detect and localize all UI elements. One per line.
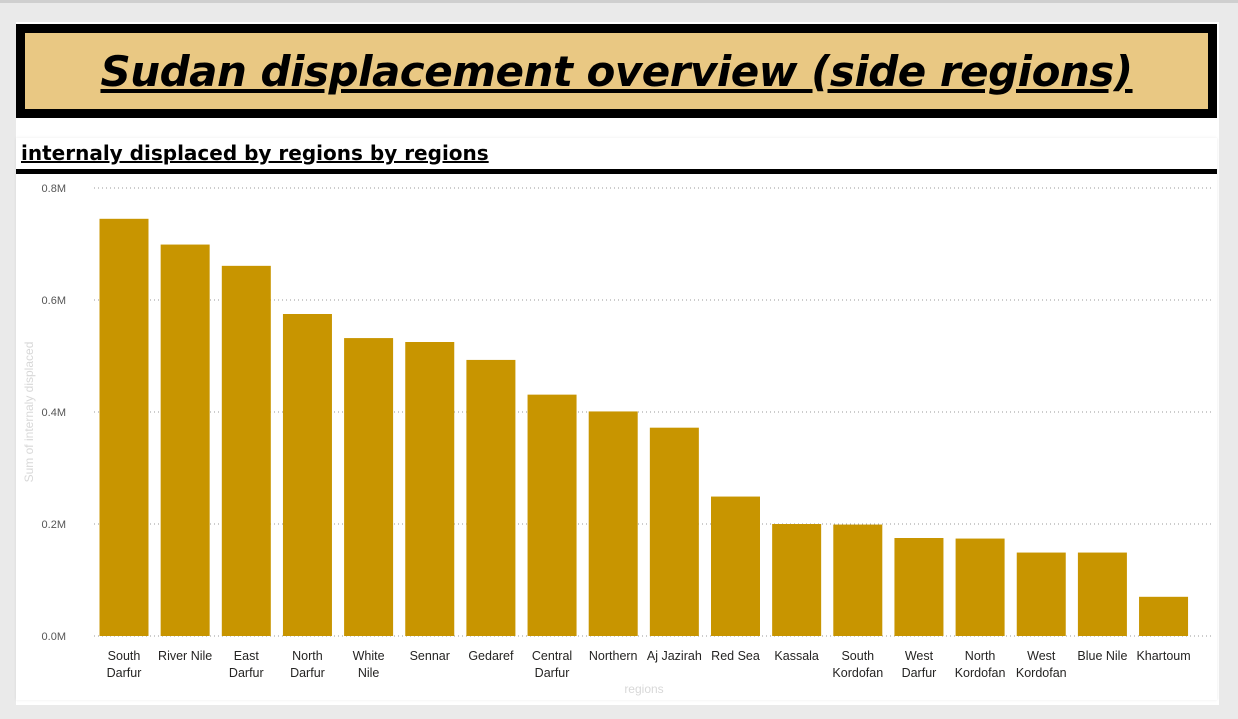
top-border	[0, 0, 1238, 3]
x-tick-label: North Darfur	[290, 649, 325, 680]
report-title: Sudan displacement overview (side region…	[100, 46, 1133, 96]
x-tick-label: South Kordofan	[832, 649, 883, 680]
x-tick-label: Red Sea	[711, 649, 760, 663]
bar[interactable]: Kassala: 200000	[772, 524, 822, 636]
x-tick-label: East Darfur	[229, 649, 264, 680]
bar[interactable]: West Kordofan: 149000	[1016, 552, 1066, 636]
visual-title: internaly displaced by regions by region…	[21, 141, 489, 165]
bar-chart: 0.0M 0.2M 0.4M 0.6M 0.8M Sum of internaly dis…	[22, 183, 1214, 696]
bar[interactable]: Red Sea: 249000	[711, 496, 760, 636]
bar[interactable]: River Nile: 699000	[160, 244, 210, 636]
bar[interactable]: Blue Nile: 149000	[1077, 552, 1127, 636]
x-tick-label: Aj Jazirah	[647, 649, 702, 663]
bar[interactable]: Sennar: 525000	[405, 342, 455, 636]
bar-chart-visual[interactable]: internaly displaced by regions by region…	[16, 138, 1217, 700]
x-tick-label: River Nile	[158, 649, 212, 663]
bar[interactable]: South Darfur: 745000	[99, 218, 149, 637]
x-axis-label: regions	[624, 682, 663, 696]
x-tick-label: Sennar	[410, 649, 450, 663]
y-axis-label: Sum of internaly displaced	[22, 342, 36, 483]
x-tick-label: Blue Nile	[1077, 649, 1127, 663]
y-tick-label: 0.4M	[42, 407, 66, 419]
y-tick-label: 0.6M	[42, 295, 66, 307]
bar[interactable]: Khartoum: 70000	[1139, 596, 1189, 636]
bar[interactable]: West Darfur: 175000	[894, 538, 944, 636]
bar[interactable]: East Darfur: 661000	[221, 265, 271, 636]
bar[interactable]: White Nile: 532000	[344, 338, 394, 636]
bar[interactable]: North Kordofan: 174000	[955, 538, 1005, 636]
x-tick-label: South Darfur	[107, 649, 142, 680]
report-title-box: Sudan displacement overview (side region…	[16, 24, 1217, 118]
report-title-panel: Sudan displacement overview (side region…	[25, 33, 1208, 109]
y-tick-label: 0.0M	[42, 631, 66, 643]
bar[interactable]: North Darfur: 575000	[282, 314, 332, 636]
x-tick-label: North Kordofan	[955, 649, 1006, 680]
x-tick-label: Northern	[589, 649, 638, 663]
x-tick-label: Khartoum	[1136, 649, 1190, 663]
x-tick-label: Gedaref	[468, 649, 514, 663]
x-tick-label: West Kordofan	[1016, 649, 1067, 680]
x-tick-label: Central Darfur	[532, 649, 572, 680]
x-tick-label: Kassala	[774, 649, 819, 663]
visual-header: internaly displaced by regions by region…	[16, 138, 1217, 174]
bar[interactable]: Gedaref: 493000	[466, 359, 516, 636]
x-tick-label: West Darfur	[902, 649, 937, 680]
bar[interactable]: South Kordofan: 199000	[833, 524, 883, 636]
bar[interactable]: Aj Jazirah: 372000	[649, 427, 699, 636]
y-tick-label: 0.2M	[42, 519, 66, 531]
x-tick-label: White Nile	[353, 649, 385, 680]
bar[interactable]: Northern: 401000	[588, 411, 638, 636]
bar[interactable]: Central Darfur: 431000	[527, 394, 577, 636]
y-tick-label: 0.8M	[42, 183, 66, 195]
